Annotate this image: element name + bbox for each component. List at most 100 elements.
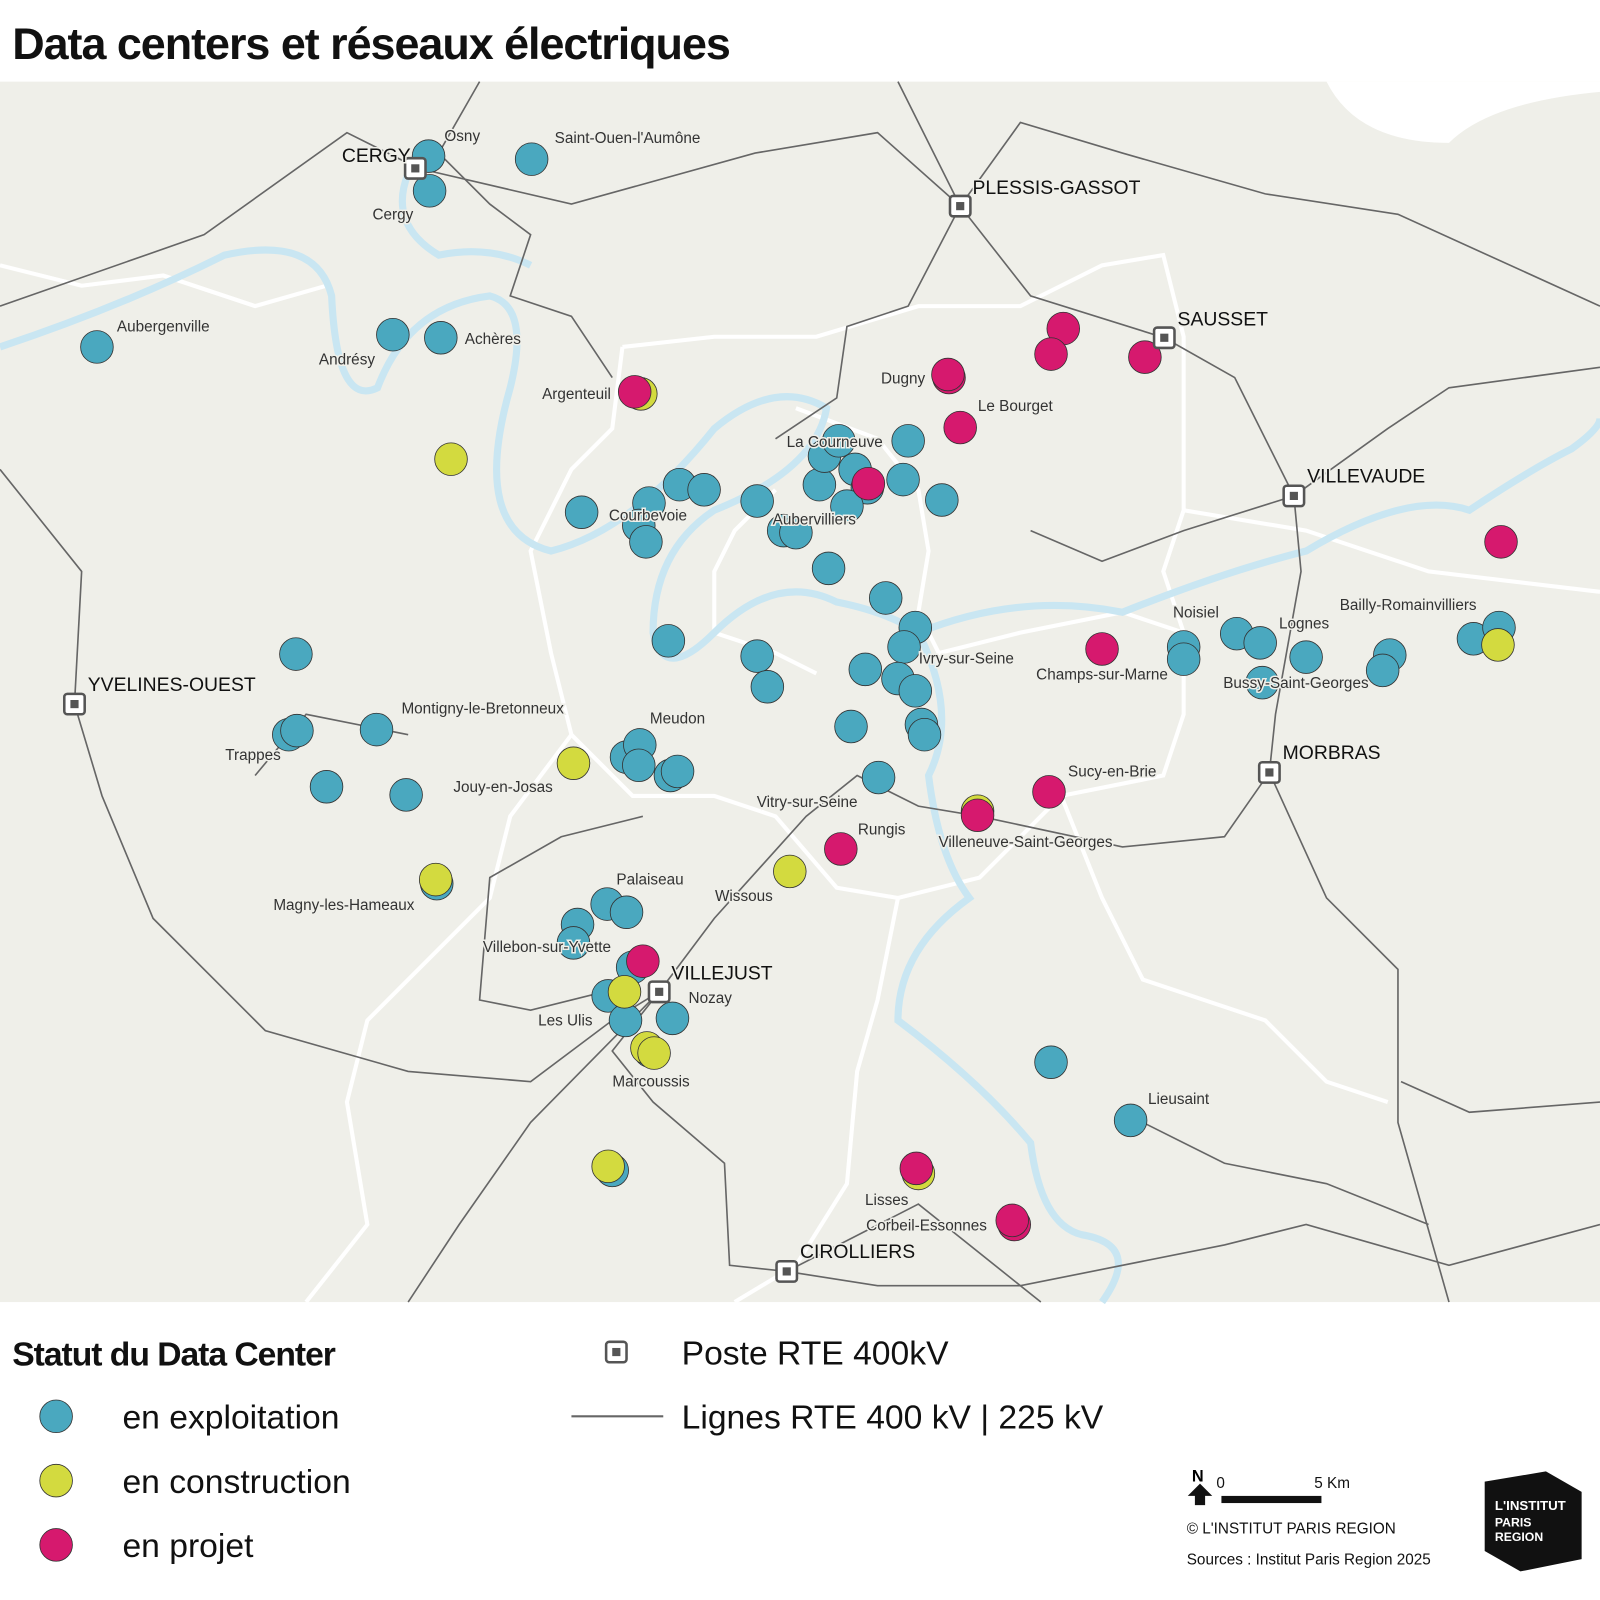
legend-swatch — [39, 1528, 73, 1562]
data-center — [740, 484, 774, 518]
credit: © L'INSTITUT PARIS REGION — [1187, 1521, 1396, 1538]
place-label: Champs-sur-Marne — [1036, 667, 1168, 684]
place-label: Palaiseau — [616, 872, 683, 889]
legend-substation: Poste RTE 400kV — [682, 1335, 949, 1372]
data-center — [412, 174, 447, 208]
data-center — [564, 495, 599, 529]
legend-title: Statut du Data Center — [12, 1336, 336, 1373]
data-center — [830, 489, 864, 523]
place-label: Le Bourget — [978, 398, 1054, 415]
data-center — [687, 473, 721, 507]
data-center — [899, 1151, 934, 1186]
data-center — [868, 581, 903, 615]
data-center — [891, 424, 925, 458]
substation-label: SAUSSET — [1178, 309, 1269, 331]
map-background — [0, 81, 1600, 1303]
data-center — [740, 639, 774, 673]
legend-lines: Lignes RTE 400 kV | 225 kV — [682, 1400, 1104, 1437]
place-label: Magny-les-Hameaux — [273, 897, 414, 914]
substation-core — [1289, 491, 1298, 500]
place-label: Achères — [465, 331, 521, 348]
substation-core — [655, 987, 664, 996]
map: Osny Saint-Ouen-l'Aumône Cergy Aubergenvill… — [0, 81, 1600, 1305]
data-center — [1034, 1045, 1068, 1079]
place-label: Bussy-Saint-Georges — [1223, 675, 1369, 692]
place-label: Wissous — [715, 888, 773, 905]
place-label: Corbeil-Essonnes — [866, 1218, 987, 1235]
data-center — [824, 832, 858, 866]
data-center — [359, 712, 394, 747]
data-center — [1365, 653, 1400, 688]
data-center — [622, 748, 656, 783]
legend-item: en exploitation — [122, 1400, 339, 1437]
data-center — [931, 357, 965, 392]
place-label: Lognes — [1279, 616, 1330, 633]
logo-text: PARIS — [1495, 1516, 1531, 1530]
data-center — [434, 442, 468, 476]
data-center — [514, 142, 549, 176]
data-center — [1484, 525, 1518, 559]
substation-core — [1265, 768, 1274, 777]
place-label: Lisses — [865, 1192, 909, 1209]
data-center — [1245, 665, 1279, 700]
data-center — [1243, 626, 1277, 660]
labels: Osny Saint-Ouen-l'Aumône Cergy Aubergenvill… — [63, 126, 1478, 1283]
place-label: Vitry-sur-Seine — [757, 794, 858, 811]
place-label: Osny — [444, 128, 480, 145]
place-label: Cergy — [372, 206, 413, 223]
place-label: Jouy-en-Josas — [453, 779, 553, 796]
substation-label: VILLEJUST — [671, 963, 772, 985]
place-label: Les Ulis — [538, 1013, 593, 1030]
data-center — [907, 717, 942, 752]
map-blank — [1326, 81, 1600, 143]
data-center — [898, 674, 933, 708]
data-center — [389, 778, 423, 812]
legend: Statut du Data Center en exploitation en… — [12, 1335, 1104, 1565]
data-center — [629, 525, 663, 559]
scale-start: 0 — [1216, 1475, 1225, 1492]
data-center — [651, 624, 686, 658]
place-label: Sucy-en-Brie — [1068, 764, 1156, 781]
data-center — [626, 944, 660, 978]
substation-core — [782, 1267, 791, 1276]
data-center — [1032, 775, 1066, 809]
substation-core — [956, 202, 965, 211]
place-label: Noisiel — [1173, 604, 1219, 621]
substation-core — [411, 164, 420, 173]
place-label: Andrésy — [319, 351, 375, 368]
logo-text: REGION — [1495, 1530, 1543, 1544]
place-label: Meudon — [650, 710, 705, 727]
data-center — [280, 713, 314, 748]
data-center — [750, 670, 785, 704]
place-label: Trappes — [225, 747, 281, 764]
place-label: Montigny-le-Bretonneux — [401, 700, 564, 717]
substation-core — [70, 700, 79, 709]
data-center — [848, 652, 883, 687]
logo: L'INSTITUT PARIS REGION — [1484, 1471, 1582, 1572]
data-center — [943, 410, 977, 445]
rivers — [0, 172, 1600, 1305]
data-center — [887, 630, 921, 664]
data-center — [607, 975, 642, 1009]
substation-label: VILLEVAUDE — [1307, 466, 1425, 488]
north-arrow — [1187, 1483, 1213, 1506]
substation-label: PLESSIS-GASSOT — [972, 177, 1140, 199]
data-center — [1113, 1103, 1148, 1138]
place-label: Argenteuil — [542, 386, 611, 403]
place-label: Bailly-Romainvilliers — [1340, 597, 1477, 614]
substation-label: CERGY — [342, 145, 411, 167]
title: Data centers et réseaux électriques — [12, 18, 730, 69]
place-label: Saint-Ouen-l'Aumône — [555, 130, 701, 147]
data-center — [779, 515, 813, 550]
data-center — [591, 1149, 625, 1184]
data-center — [609, 895, 644, 929]
data-center — [660, 754, 695, 789]
data-center — [279, 637, 313, 671]
data-center — [556, 926, 591, 960]
north-label: N — [1192, 1468, 1204, 1486]
data-center — [811, 551, 846, 586]
logo-text: L'INSTITUT — [1495, 1498, 1566, 1513]
borders — [0, 252, 1600, 1304]
data-center — [556, 746, 591, 780]
